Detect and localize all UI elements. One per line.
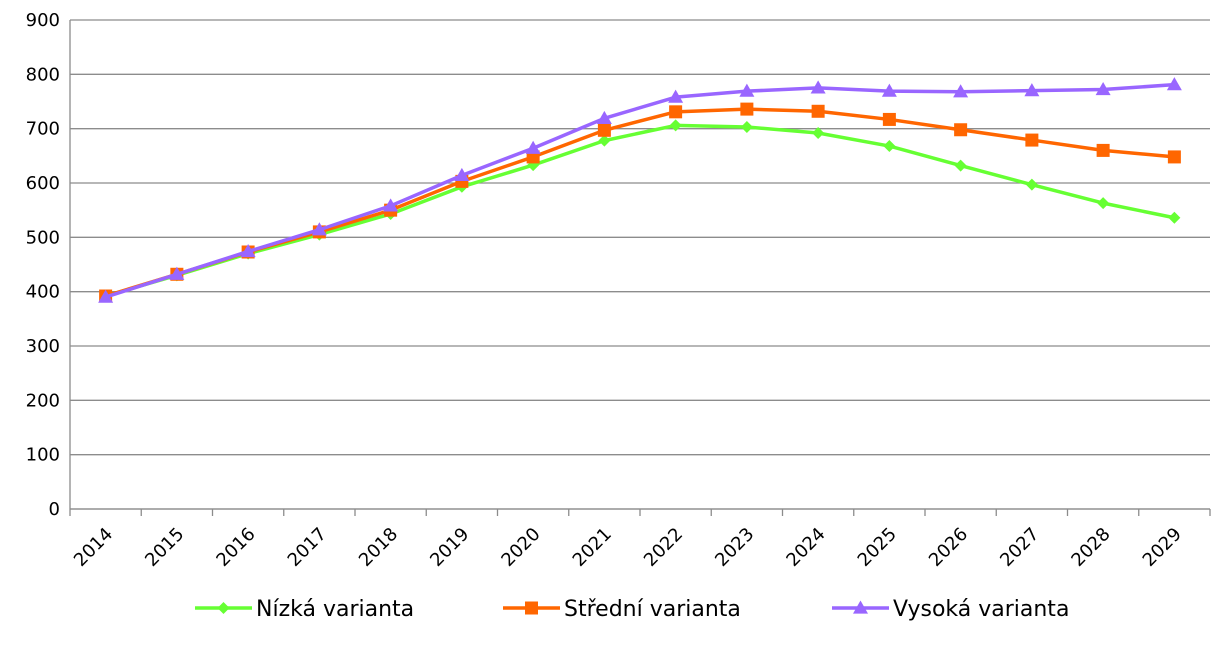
gridlines xyxy=(70,19,1210,510)
data-point-1-14 xyxy=(1096,143,1110,157)
x-tick-label-2017: 2017 xyxy=(284,524,331,571)
legend-swatch-marker-0 xyxy=(217,602,230,614)
x-tick-label-2028: 2028 xyxy=(1067,524,1114,571)
data-point-0-14 xyxy=(1097,197,1110,210)
y-tick-label-700: 700 xyxy=(26,119,60,140)
x-tick-label-2020: 2020 xyxy=(497,524,544,571)
data-point-1-7 xyxy=(597,123,611,137)
data-point-2-15 xyxy=(1166,77,1182,91)
data-point-2-6 xyxy=(525,140,541,154)
data-point-2-14 xyxy=(1095,82,1111,96)
series-line-0 xyxy=(105,123,1175,298)
x-tick-label-2016: 2016 xyxy=(212,524,259,571)
y-tick-label-200: 200 xyxy=(26,390,60,411)
legend-item-1: Střední varianta xyxy=(503,597,741,622)
legend-swatch-marker-2 xyxy=(853,600,868,614)
x-axis: 2014 2015 2016 2017 2018 2019 2020 2021 2022 2023… xyxy=(69,20,1211,571)
series-line-2 xyxy=(105,82,1175,299)
data-point-2-4 xyxy=(383,198,399,212)
legend-item-0: Nízká varianta xyxy=(195,597,414,622)
legend-label-0: Nízká varianta xyxy=(256,597,414,622)
legend: Nízká varianta Střední varianta Vysoká var… xyxy=(195,597,1069,622)
x-tick-label-2029: 2029 xyxy=(1139,524,1186,571)
data-point-0-10 xyxy=(812,127,825,140)
x-tick-label-2018: 2018 xyxy=(355,524,402,571)
data-point-2-1 xyxy=(169,266,185,280)
y-tick-label-100: 100 xyxy=(26,445,60,466)
data-point-2-12 xyxy=(953,84,969,98)
data-point-1-12 xyxy=(954,123,968,137)
series-0 xyxy=(99,119,1181,303)
data-point-0-7 xyxy=(598,134,611,147)
data-point-2-0 xyxy=(98,289,114,303)
x-tick-label-2019: 2019 xyxy=(426,524,473,571)
data-point-2-7 xyxy=(596,110,612,124)
legend-label-2: Vysoká varianta xyxy=(893,597,1069,622)
data-point-2-13 xyxy=(1024,83,1040,97)
legend-label-1: Střední varianta xyxy=(564,597,741,622)
y-tick-label-400: 400 xyxy=(26,282,60,303)
data-point-2-8 xyxy=(668,89,684,103)
data-point-0-9 xyxy=(740,121,753,134)
data-point-1-15 xyxy=(1167,150,1181,164)
data-point-0-8 xyxy=(669,119,682,132)
data-point-1-8 xyxy=(669,105,683,119)
legend-item-2: Vysoká varianta xyxy=(832,597,1069,622)
data-point-2-11 xyxy=(881,83,897,97)
data-point-2-2 xyxy=(240,243,256,258)
x-tick-label-2027: 2027 xyxy=(996,524,1043,571)
x-tick-label-2014: 2014 xyxy=(70,524,117,571)
data-point-1-11 xyxy=(882,112,896,126)
x-tick-label-2026: 2026 xyxy=(925,524,972,571)
series-2 xyxy=(98,77,1182,303)
x-tick-label-2025: 2025 xyxy=(854,524,901,571)
data-point-0-13 xyxy=(1025,178,1038,191)
y-tick-label-900: 900 xyxy=(26,10,60,31)
data-point-0-15 xyxy=(1168,211,1181,224)
data-point-2-10 xyxy=(810,80,826,94)
data-point-1-9 xyxy=(740,102,754,116)
legend-swatch-marker-1 xyxy=(525,601,538,615)
data-point-1-10 xyxy=(811,104,825,118)
x-tick-label-2015: 2015 xyxy=(141,524,188,571)
y-tick-label-300: 300 xyxy=(26,336,60,357)
y-tick-label-0: 0 xyxy=(49,499,60,520)
series-line-1 xyxy=(105,107,1175,298)
data-point-2-5 xyxy=(454,167,470,182)
data-point-2-3 xyxy=(311,222,327,236)
data-point-1-13 xyxy=(1025,133,1039,147)
x-tick-label-2023: 2023 xyxy=(711,524,758,571)
data-point-0-11 xyxy=(883,140,896,153)
data-point-0-12 xyxy=(954,159,967,172)
x-tick-label-2022: 2022 xyxy=(640,524,687,571)
y-tick-label-800: 800 xyxy=(26,64,60,85)
data-point-2-9 xyxy=(739,83,755,97)
x-tick-label-2021: 2021 xyxy=(569,524,616,571)
series-group xyxy=(98,77,1182,303)
y-tick-label-600: 600 xyxy=(26,173,60,194)
y-axis-ticks: 0 100 200 300 400 500 600 700 800 900 xyxy=(26,10,60,520)
x-tick-label-2024: 2024 xyxy=(782,524,829,571)
y-tick-label-500: 500 xyxy=(26,227,60,248)
